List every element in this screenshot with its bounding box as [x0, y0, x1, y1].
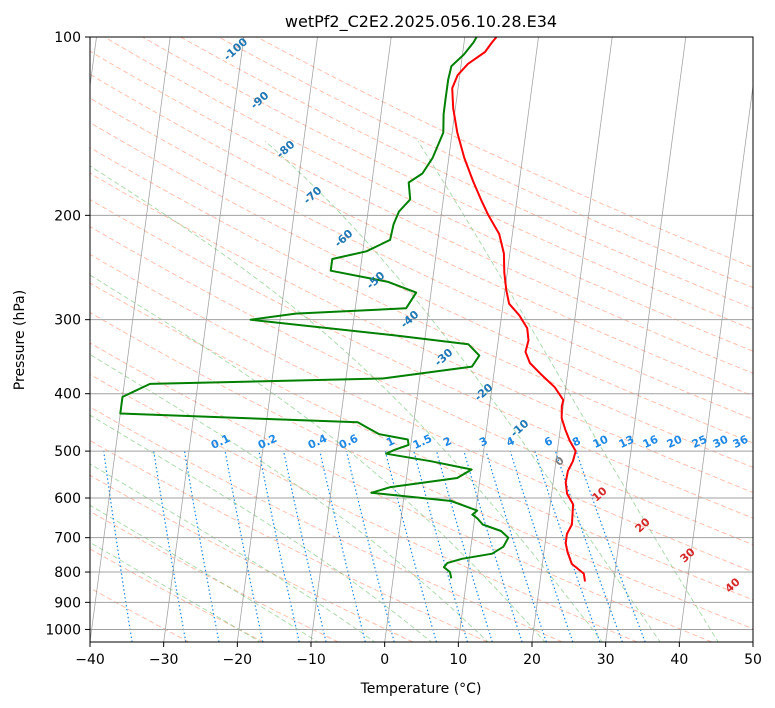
isotherm [163, 37, 245, 642]
dry-adiabat [90, 146, 753, 468]
moist-adiabat [90, 414, 433, 642]
mixing-ratio-line [319, 450, 366, 642]
dry-adiabat [104, 37, 753, 352]
isotherm [605, 37, 687, 642]
y-tick-label: 100 [54, 30, 81, 46]
y-tick-label: 200 [54, 208, 81, 224]
mixing-ratio-line [283, 450, 327, 642]
x-tick-label: −30 [149, 652, 179, 668]
chart-title: wetPf2_C2E2.2025.056.10.28.E34 [285, 12, 557, 32]
dewpoint-line [119, 37, 510, 579]
dry-adiabat [256, 37, 753, 268]
mixing-ratio-label: 20 [665, 433, 685, 451]
moist-adiabat [417, 141, 719, 642]
y-tick-label: 500 [54, 444, 81, 460]
dry-adiabat [90, 439, 488, 642]
x-tick-label: −40 [75, 652, 105, 668]
x-tick-label: 10 [449, 652, 467, 668]
dry-adiabat [218, 37, 753, 289]
data-series [119, 37, 586, 582]
y-tick-label: 300 [54, 313, 81, 329]
mixing-ratio-label: 30 [711, 433, 731, 451]
dry-adiabat [90, 312, 753, 630]
dry-adiabat [90, 73, 753, 397]
mixing-ratio-line [485, 450, 547, 642]
mixing-ratio-line [534, 450, 601, 642]
x-tick-label: 30 [597, 652, 615, 668]
x-axis-label: Temperature (°C) [360, 681, 482, 697]
x-tick-label: −10 [296, 652, 326, 668]
mixing-ratio-label: 10 [591, 433, 611, 451]
mixing-ratio-line [463, 450, 523, 642]
dry-adiabat [90, 97, 753, 420]
x-tick-label: 20 [523, 652, 541, 668]
mixing-ratio-line [258, 450, 300, 642]
mixing-ratio-label: 16 [641, 433, 661, 451]
dry-adiabat [90, 226, 753, 546]
dry-adiabat [90, 122, 753, 444]
plot-frame [89, 36, 754, 643]
dry-adiabat [90, 406, 563, 642]
dry-adiabat [90, 474, 414, 642]
mixing-ratio-line [224, 450, 264, 642]
dry-adiabat [90, 373, 638, 642]
dry-adiabat [90, 282, 753, 601]
moist-adiabat [90, 274, 546, 642]
mixing-ratio-label: 13 [617, 433, 636, 451]
x-tick-label: 50 [744, 652, 762, 668]
moist-adiabat [90, 165, 603, 642]
isotherm [678, 82, 753, 642]
isotherm [310, 37, 392, 642]
mixing-ratio-line [554, 450, 623, 642]
dry-adiabat [180, 37, 753, 309]
isotherm [236, 37, 318, 642]
y-tick-label: 800 [54, 565, 81, 581]
moist-adiabat [90, 353, 489, 642]
x-tick-label: −20 [223, 652, 253, 668]
x-tick-label: 40 [670, 652, 688, 668]
isotherm [457, 37, 539, 642]
mixing-ratio-line [509, 450, 574, 642]
moist-adiabat [90, 504, 319, 642]
dry-adiabat [90, 50, 753, 374]
y-tick-label: 600 [54, 491, 81, 507]
y-axis-label: Pressure (hPa) [12, 290, 28, 390]
isotherm [90, 37, 171, 642]
x-tick-label: 0 [380, 652, 389, 668]
mixing-ratio-line [436, 450, 493, 642]
y-tick-label: 400 [54, 387, 81, 403]
isotherm [531, 37, 613, 642]
mixing-ratio-line [575, 450, 646, 642]
plot-grid [90, 37, 753, 642]
y-tick-label: 700 [54, 531, 81, 547]
mixing-ratio-label: 36 [731, 433, 751, 451]
axis-ticks: −40 −30 −20 −10 0 10 20 30 40 50 100 200 300 400 500 60… [45, 30, 762, 668]
dry-adiabat [90, 253, 753, 573]
mixing-ratio-line [413, 450, 469, 642]
y-tick-label: 1000 [45, 622, 81, 638]
dry-adiabat [90, 510, 339, 642]
mixing-ratio-label: 25 [690, 433, 709, 451]
moist-adiabat [264, 140, 661, 642]
y-tick-label: 900 [54, 595, 81, 611]
temperature-line [451, 37, 586, 582]
